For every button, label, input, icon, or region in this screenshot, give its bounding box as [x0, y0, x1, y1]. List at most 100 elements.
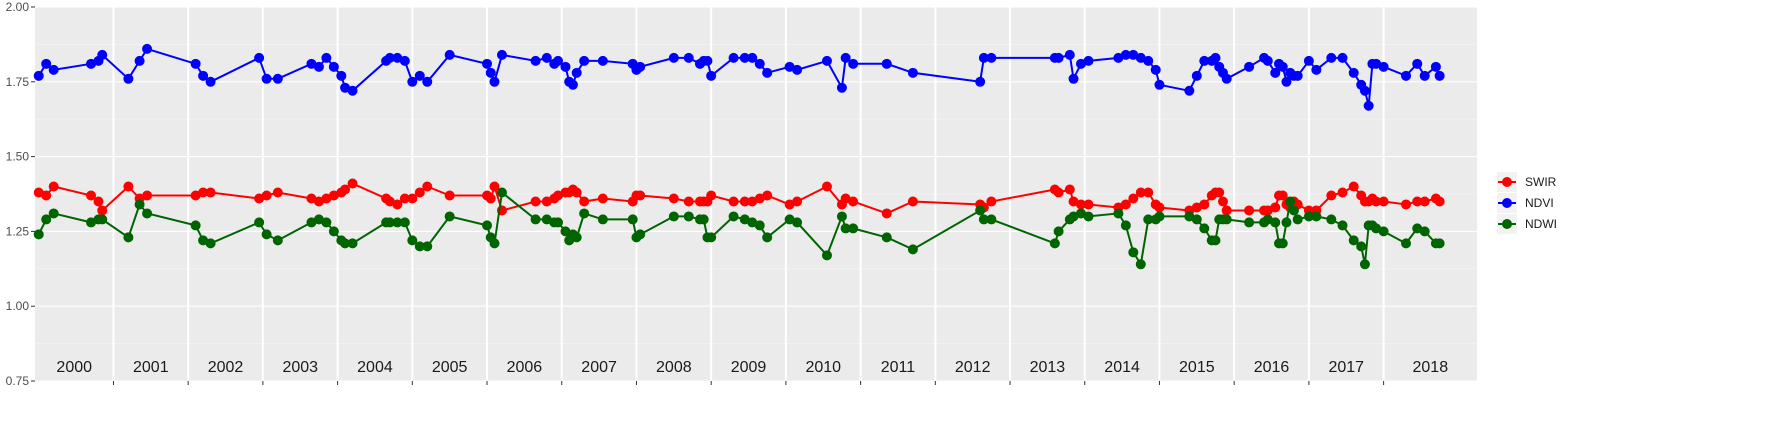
data-point — [272, 235, 283, 246]
data-point — [1068, 73, 1079, 84]
data-point — [986, 52, 997, 63]
data-point — [347, 238, 358, 249]
data-point — [1281, 217, 1292, 228]
data-point — [489, 181, 500, 192]
data-point — [123, 232, 134, 243]
data-point — [392, 199, 403, 210]
data-point — [530, 196, 541, 207]
data-point — [706, 70, 717, 81]
y-tick-label: 1.50 — [6, 150, 30, 164]
data-point — [1143, 55, 1154, 66]
data-point — [579, 196, 590, 207]
data-point — [668, 193, 679, 204]
data-point — [33, 229, 44, 240]
data-point — [978, 214, 989, 225]
data-point — [1348, 235, 1359, 246]
data-point — [1120, 220, 1131, 231]
data-point — [792, 196, 803, 207]
data-point — [754, 58, 765, 69]
data-point — [1214, 187, 1225, 198]
data-point — [975, 76, 986, 87]
y-tick-label: 0.75 — [6, 374, 30, 388]
data-point — [1326, 52, 1337, 63]
data-point — [571, 67, 582, 78]
data-point — [1434, 70, 1445, 81]
legend-label: NDVI — [1525, 196, 1554, 210]
data-point — [597, 55, 608, 66]
data-point — [668, 52, 679, 63]
data-point — [134, 55, 145, 66]
data-point — [1154, 79, 1165, 90]
data-point — [489, 76, 500, 87]
data-point — [597, 193, 608, 204]
data-point — [1083, 55, 1094, 66]
data-point — [1210, 235, 1221, 246]
data-point — [384, 52, 395, 63]
legend-label: SWIR — [1525, 175, 1557, 189]
data-point — [407, 235, 418, 246]
data-point — [1337, 187, 1348, 198]
data-point — [1277, 238, 1288, 249]
data-point — [347, 178, 358, 189]
year-label: 2002 — [208, 359, 244, 376]
data-point — [1292, 214, 1303, 225]
data-point — [1292, 70, 1303, 81]
data-point — [1356, 241, 1367, 252]
data-point — [1053, 226, 1064, 237]
data-point — [1401, 70, 1412, 81]
data-point — [907, 67, 918, 78]
year-label: 2015 — [1179, 359, 1215, 376]
data-point — [1303, 211, 1314, 222]
data-point — [1311, 211, 1322, 222]
data-point — [384, 217, 395, 228]
data-point — [321, 217, 332, 228]
data-point — [1378, 196, 1389, 207]
data-point — [1143, 187, 1154, 198]
data-point — [848, 223, 859, 234]
data-point — [530, 55, 541, 66]
year-label: 2001 — [133, 359, 169, 376]
data-point — [627, 214, 638, 225]
data-point — [881, 58, 892, 69]
data-point — [97, 49, 108, 60]
data-point — [1401, 199, 1412, 210]
data-point — [747, 52, 758, 63]
data-point — [792, 217, 803, 228]
data-point — [1378, 61, 1389, 72]
data-point — [48, 64, 59, 75]
data-point — [41, 214, 52, 225]
data-point — [407, 76, 418, 87]
data-point — [142, 190, 153, 201]
year-label: 2006 — [507, 359, 543, 376]
data-point — [1150, 64, 1161, 75]
data-point — [482, 58, 493, 69]
data-point — [706, 190, 717, 201]
data-point — [635, 229, 646, 240]
data-point — [482, 220, 493, 231]
data-point — [597, 214, 608, 225]
data-point — [1281, 76, 1292, 87]
data-point — [702, 55, 713, 66]
y-tick-label: 1.25 — [6, 224, 30, 238]
data-point — [683, 196, 694, 207]
data-point — [1221, 205, 1232, 216]
data-point — [541, 52, 552, 63]
data-point — [840, 223, 851, 234]
data-point — [1288, 205, 1299, 216]
data-point — [496, 49, 507, 60]
data-point — [1244, 61, 1255, 72]
data-point — [328, 61, 339, 72]
data-point — [97, 214, 108, 225]
data-point — [205, 76, 216, 87]
data-point — [1083, 211, 1094, 222]
year-label: 2013 — [1030, 359, 1066, 376]
data-point — [1135, 187, 1146, 198]
data-point — [698, 214, 709, 225]
y-tick-label: 1.00 — [6, 299, 30, 313]
data-point — [422, 241, 433, 252]
data-point — [1244, 205, 1255, 216]
year-label: 2010 — [805, 359, 841, 376]
data-point — [836, 211, 847, 222]
data-point — [762, 232, 773, 243]
